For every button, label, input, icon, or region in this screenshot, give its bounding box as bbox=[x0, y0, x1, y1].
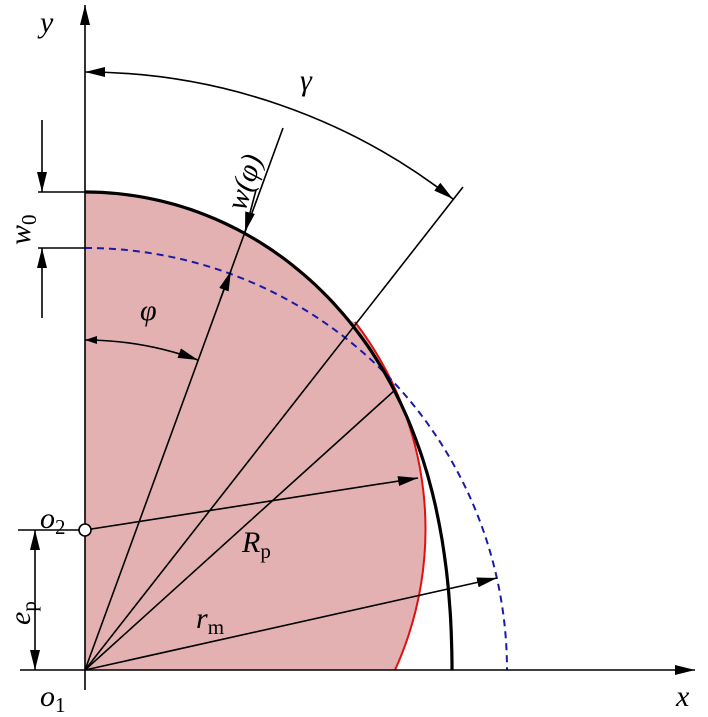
label-gamma: γ bbox=[300, 64, 313, 97]
o2-main: o bbox=[40, 502, 55, 535]
label-rm: rm bbox=[196, 602, 224, 639]
w-arrow-bottom bbox=[219, 270, 232, 301]
label-phi: φ bbox=[140, 294, 157, 327]
rm-line bbox=[84, 577, 498, 671]
rm-main: r bbox=[196, 602, 208, 635]
circle-rm-dashed bbox=[84, 247, 508, 671]
profile-curve bbox=[84, 190, 454, 670]
gamma-line bbox=[84, 186, 464, 671]
ep-main: e bbox=[4, 612, 37, 625]
o1-main: o bbox=[40, 680, 55, 713]
rp-main: R bbox=[241, 526, 260, 559]
phi-arc bbox=[84, 336, 199, 361]
rm-sub: m bbox=[208, 615, 224, 639]
pink-region bbox=[85, 192, 426, 670]
label-o2: o2 bbox=[40, 502, 66, 539]
circle-rp-arc bbox=[354, 321, 427, 671]
o2-point bbox=[78, 523, 92, 537]
rp-line bbox=[84, 476, 419, 531]
label-ep: ep bbox=[4, 601, 41, 625]
o2-sub: 2 bbox=[55, 515, 66, 539]
label-w-phi: w(φ) bbox=[220, 150, 269, 214]
ep-sub: p bbox=[17, 601, 41, 612]
label-o1: o1 bbox=[40, 680, 66, 717]
label-x: x bbox=[675, 680, 690, 713]
rp-sub: p bbox=[260, 539, 271, 563]
label-w0: w0 bbox=[4, 214, 41, 245]
label-rp: Rp bbox=[241, 526, 271, 563]
w0-main: w bbox=[4, 225, 37, 245]
radial-line bbox=[84, 389, 396, 671]
o1-sub: 1 bbox=[55, 693, 66, 717]
label-y: y bbox=[37, 6, 54, 39]
gamma-arc bbox=[84, 67, 454, 200]
w0-sub: 0 bbox=[17, 214, 41, 225]
